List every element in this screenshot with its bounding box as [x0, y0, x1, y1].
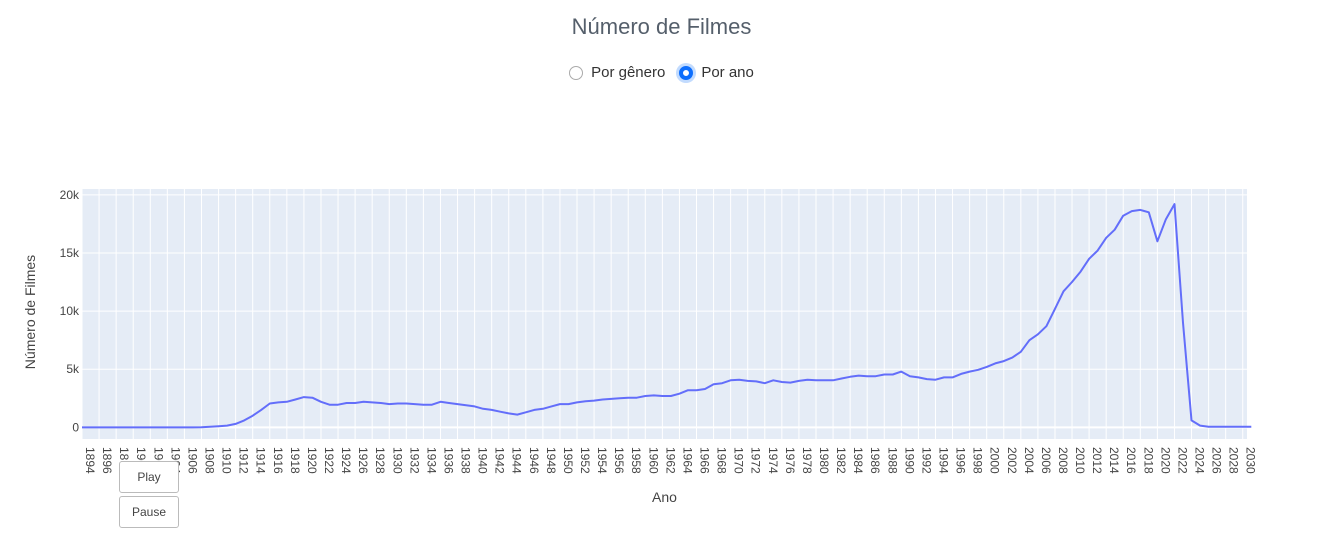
radio-por-genero-indicator[interactable]	[569, 65, 584, 80]
x-tick-label: 2030	[1244, 447, 1258, 474]
x-tick-label: 1954	[595, 447, 609, 474]
x-tick-label: 2000	[988, 447, 1002, 474]
x-tick-label: 1946	[527, 447, 541, 474]
x-tick-label: 1962	[663, 447, 677, 474]
y-gridlines	[82, 194, 1247, 429]
x-tick-label: 2002	[1005, 447, 1019, 474]
x-tick-label: 1952	[578, 447, 592, 474]
x-tick-label: 1960	[646, 447, 660, 474]
x-tick-label: 1964	[680, 447, 694, 474]
x-tick-label: 2006	[1039, 447, 1053, 474]
series-lines	[82, 203, 1252, 429]
x-tick-label: 1930	[390, 447, 404, 474]
x-tick-label: 1922	[322, 447, 336, 474]
x-tick-label: 1914	[254, 447, 268, 474]
radio-por-ano-label: Por ano	[701, 64, 754, 81]
view-toggle: Por gênero Por ano	[0, 64, 1323, 81]
x-tick-label: 1976	[783, 447, 797, 474]
x-tick-label: 1956	[612, 447, 626, 474]
radio-por-genero-label: Por gênero	[591, 64, 666, 81]
x-tick-label: 2012	[1090, 447, 1104, 474]
x-tick-label: 2028	[1227, 447, 1241, 474]
x-tick-label: 1908	[202, 447, 216, 474]
x-tick-label: 1972	[749, 447, 763, 474]
x-axis-label: Ano	[652, 489, 677, 505]
x-tick-label: 1912	[237, 447, 251, 474]
x-tick-label: 1990	[902, 447, 916, 474]
x-tick-label: 1992	[919, 447, 933, 474]
y-tick-label: 10k	[60, 304, 80, 318]
x-tick-label: 1996	[954, 447, 968, 474]
x-tick-label: 1966	[698, 447, 712, 474]
x-tick-label: 1932	[407, 447, 421, 474]
x-tick-label: 1926	[356, 447, 370, 474]
x-tick-label: 2008	[1056, 447, 1070, 474]
y-axis-label: Número de Filmes	[22, 255, 38, 369]
x-tick-label: 1910	[220, 447, 234, 474]
x-tick-label: 1968	[715, 447, 729, 474]
radio-por-genero[interactable]: Por gênero	[569, 64, 665, 81]
x-tick-label: 1974	[766, 447, 780, 474]
x-tick-label: 1942	[493, 447, 507, 474]
x-tick-label: 1978	[800, 447, 814, 474]
x-tick-label: 1994	[936, 447, 950, 474]
series-line	[82, 203, 1252, 429]
x-tick-label: 1988	[885, 447, 899, 474]
y-tick-label: 0	[72, 420, 79, 434]
y-tick-label: 15k	[60, 246, 80, 260]
x-tick-labels: 1894189618981900190219041906190819101912…	[83, 447, 1258, 474]
radio-por-ano-indicator[interactable]	[679, 65, 694, 80]
y-tick-labels: 0 5k 10k 15k 20k	[60, 188, 80, 435]
x-tick-label: 1928	[373, 447, 387, 474]
x-tick-label: 1916	[271, 447, 285, 474]
x-tick-label: 1924	[339, 447, 353, 474]
page-title: Número de Filmes	[571, 14, 752, 39]
x-gridlines	[81, 189, 1244, 439]
x-tick-label: 1896	[100, 447, 114, 474]
x-tick-label: 1982	[834, 447, 848, 474]
x-tick-label: 2010	[1073, 447, 1087, 474]
x-tick-label: 1948	[544, 447, 558, 474]
x-tick-label: 1970	[732, 447, 746, 474]
x-tick-label: 1980	[817, 447, 831, 474]
x-tick-label: 1958	[629, 447, 643, 474]
x-tick-label: 1944	[510, 447, 524, 474]
x-tick-label: 1918	[288, 447, 302, 474]
x-tick-label: 2016	[1124, 447, 1138, 474]
x-tick-label: 1934	[424, 447, 438, 474]
x-tick-label: 1920	[305, 447, 319, 474]
x-tick-label: 2020	[1158, 447, 1172, 474]
x-tick-label: 1906	[185, 447, 199, 474]
x-tick-label: 1950	[561, 447, 575, 474]
pause-button[interactable]: Pause	[119, 496, 179, 528]
x-tick-label: 1938	[459, 447, 473, 474]
y-tick-label: 5k	[66, 362, 80, 376]
x-tick-label: 1940	[476, 447, 490, 474]
y-tick-label: 20k	[60, 188, 80, 202]
x-tick-label: 1998	[971, 447, 985, 474]
x-tick-label: 2024	[1193, 447, 1207, 474]
x-tick-label: 1986	[868, 447, 882, 474]
x-tick-label: 2026	[1210, 447, 1224, 474]
radio-por-ano[interactable]: Por ano	[679, 64, 754, 81]
x-tick-label: 2014	[1107, 447, 1121, 474]
x-tick-label: 2004	[1022, 447, 1036, 474]
x-tick-label: 1894	[83, 447, 97, 474]
x-tick-label: 1936	[441, 447, 455, 474]
x-tick-label: 2022	[1175, 447, 1189, 474]
play-button[interactable]: Play	[119, 461, 179, 493]
x-tick-label: 1984	[851, 447, 865, 474]
x-tick-label: 2018	[1141, 447, 1155, 474]
